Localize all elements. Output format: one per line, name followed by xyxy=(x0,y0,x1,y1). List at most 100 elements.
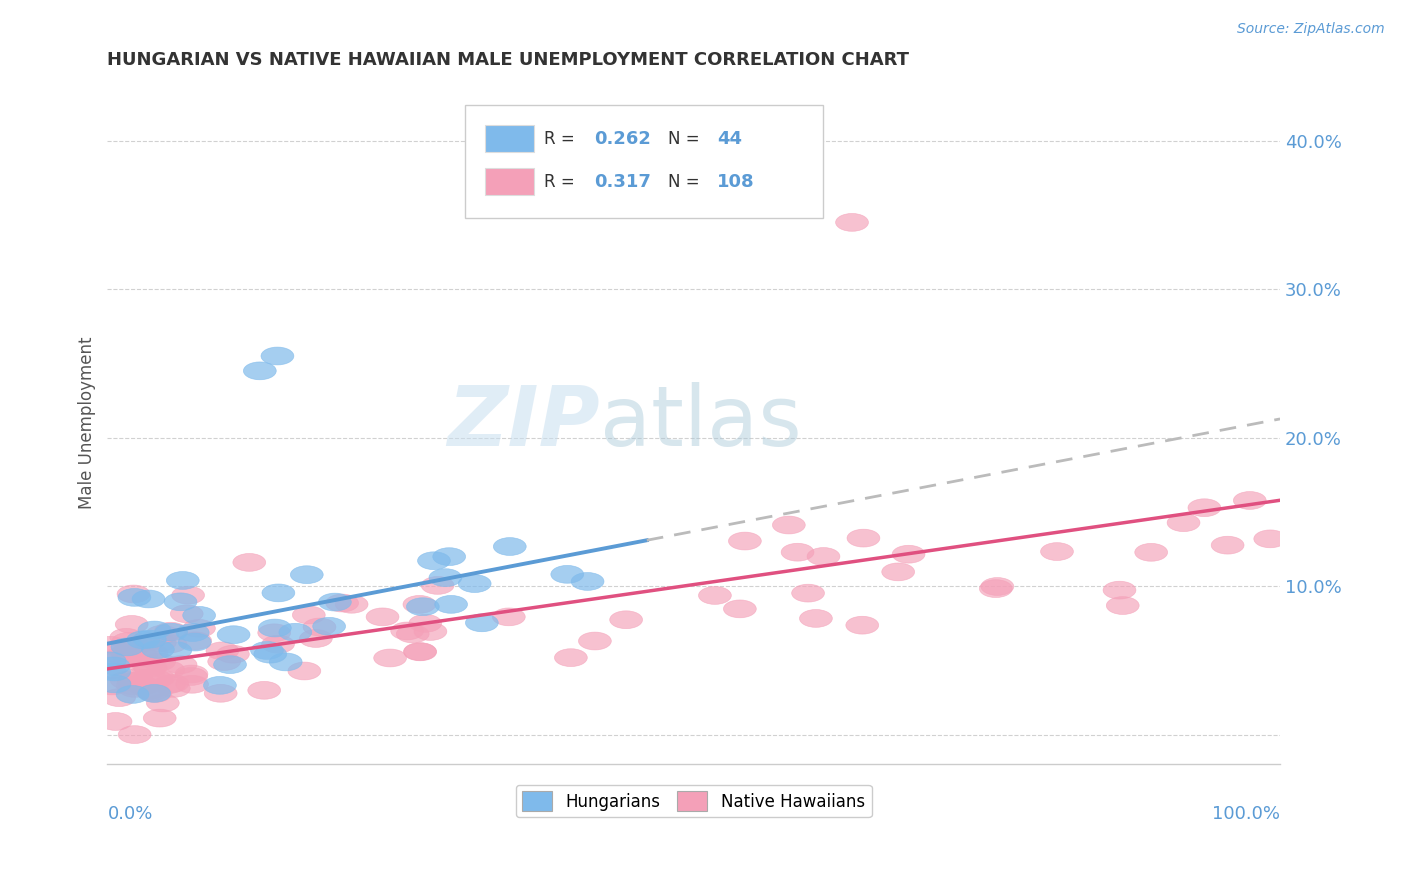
Text: R =: R = xyxy=(544,173,579,191)
Ellipse shape xyxy=(159,641,191,659)
Ellipse shape xyxy=(96,677,128,695)
Ellipse shape xyxy=(578,632,612,650)
Ellipse shape xyxy=(404,596,436,614)
Ellipse shape xyxy=(118,589,150,607)
Ellipse shape xyxy=(179,632,212,649)
Ellipse shape xyxy=(571,573,605,591)
Ellipse shape xyxy=(117,686,149,703)
Text: N =: N = xyxy=(668,173,704,191)
Ellipse shape xyxy=(103,689,135,706)
Ellipse shape xyxy=(118,680,152,698)
Ellipse shape xyxy=(374,649,406,667)
Ellipse shape xyxy=(146,694,179,712)
Ellipse shape xyxy=(98,663,131,681)
Text: 44: 44 xyxy=(717,129,742,148)
Ellipse shape xyxy=(100,644,132,662)
Text: N =: N = xyxy=(668,129,704,148)
Ellipse shape xyxy=(494,538,526,556)
Ellipse shape xyxy=(93,652,127,670)
Ellipse shape xyxy=(288,662,321,680)
Ellipse shape xyxy=(699,587,731,605)
FancyBboxPatch shape xyxy=(485,125,534,153)
Ellipse shape xyxy=(157,680,190,698)
Ellipse shape xyxy=(142,669,174,687)
Ellipse shape xyxy=(112,647,145,665)
FancyBboxPatch shape xyxy=(465,105,823,218)
Ellipse shape xyxy=(176,624,209,641)
Ellipse shape xyxy=(980,580,1012,598)
Ellipse shape xyxy=(409,615,441,632)
Ellipse shape xyxy=(127,676,159,694)
Ellipse shape xyxy=(139,670,172,688)
Ellipse shape xyxy=(132,590,165,607)
Text: R =: R = xyxy=(544,129,579,148)
Ellipse shape xyxy=(134,659,167,677)
Ellipse shape xyxy=(214,656,246,673)
Ellipse shape xyxy=(299,630,332,648)
Ellipse shape xyxy=(434,596,468,614)
Ellipse shape xyxy=(551,566,583,583)
Ellipse shape xyxy=(1233,491,1267,509)
Ellipse shape xyxy=(204,676,236,694)
Ellipse shape xyxy=(94,636,127,654)
Ellipse shape xyxy=(176,665,208,683)
Ellipse shape xyxy=(142,653,176,671)
Ellipse shape xyxy=(117,677,149,695)
Ellipse shape xyxy=(155,635,187,653)
Ellipse shape xyxy=(165,656,197,673)
Ellipse shape xyxy=(250,641,284,659)
Ellipse shape xyxy=(152,661,184,679)
Ellipse shape xyxy=(335,595,368,613)
Ellipse shape xyxy=(413,623,447,640)
Ellipse shape xyxy=(135,644,167,662)
Ellipse shape xyxy=(204,684,238,702)
Ellipse shape xyxy=(1167,514,1199,532)
Ellipse shape xyxy=(429,569,461,587)
Ellipse shape xyxy=(217,645,249,663)
Ellipse shape xyxy=(418,552,450,570)
Ellipse shape xyxy=(143,709,176,727)
Ellipse shape xyxy=(835,213,869,231)
Ellipse shape xyxy=(143,634,176,651)
Ellipse shape xyxy=(254,645,287,663)
Ellipse shape xyxy=(1188,499,1220,516)
Ellipse shape xyxy=(981,578,1014,595)
Ellipse shape xyxy=(176,675,208,693)
Ellipse shape xyxy=(1107,597,1139,615)
FancyBboxPatch shape xyxy=(485,168,534,195)
Ellipse shape xyxy=(118,673,150,690)
Ellipse shape xyxy=(112,632,145,650)
Ellipse shape xyxy=(100,713,132,731)
Ellipse shape xyxy=(304,618,336,636)
Ellipse shape xyxy=(146,625,179,643)
Ellipse shape xyxy=(208,653,240,671)
Ellipse shape xyxy=(155,624,187,641)
Text: 0.317: 0.317 xyxy=(595,173,651,191)
Ellipse shape xyxy=(170,605,202,623)
Ellipse shape xyxy=(433,548,465,566)
Ellipse shape xyxy=(792,584,824,602)
Text: 0.0%: 0.0% xyxy=(107,805,153,823)
Ellipse shape xyxy=(800,609,832,627)
Text: Source: ZipAtlas.com: Source: ZipAtlas.com xyxy=(1237,22,1385,37)
Ellipse shape xyxy=(127,631,159,648)
Ellipse shape xyxy=(156,674,188,692)
Y-axis label: Male Unemployment: Male Unemployment xyxy=(79,336,96,509)
Ellipse shape xyxy=(846,529,880,547)
Ellipse shape xyxy=(129,657,162,674)
Ellipse shape xyxy=(1040,542,1073,560)
Ellipse shape xyxy=(270,653,302,671)
Ellipse shape xyxy=(807,548,839,566)
Ellipse shape xyxy=(183,607,215,624)
Text: ZIP: ZIP xyxy=(447,383,600,463)
Ellipse shape xyxy=(882,563,914,581)
Ellipse shape xyxy=(1135,543,1167,561)
Ellipse shape xyxy=(117,637,150,655)
Ellipse shape xyxy=(492,608,526,626)
Ellipse shape xyxy=(391,622,423,640)
Text: HUNGARIAN VS NATIVE HAWAIIAN MALE UNEMPLOYMENT CORRELATION CHART: HUNGARIAN VS NATIVE HAWAIIAN MALE UNEMPL… xyxy=(107,51,910,69)
Ellipse shape xyxy=(155,623,187,640)
Ellipse shape xyxy=(97,657,129,675)
Ellipse shape xyxy=(105,647,139,665)
Ellipse shape xyxy=(98,675,131,693)
